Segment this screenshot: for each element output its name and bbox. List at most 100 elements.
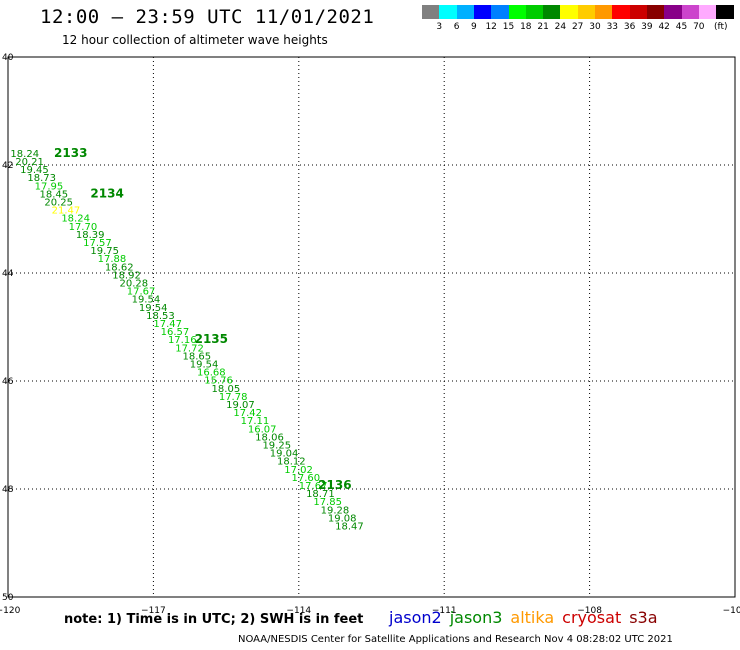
legend-swatch: [439, 5, 458, 19]
legend-label: 42: [658, 22, 670, 32]
swh-value: 19.04: [270, 449, 299, 460]
swh-value: 17.70: [69, 222, 98, 233]
lat-tick-label: 48: [2, 485, 14, 495]
legend-label: 39: [641, 22, 653, 32]
swh-value: 17.88: [98, 254, 127, 265]
lat-tick-label: 50: [2, 593, 14, 603]
legend-swatch: [612, 5, 631, 19]
pass-number: 2134: [90, 186, 123, 200]
swh-value: 18.92: [112, 270, 141, 281]
legend-swatch: [664, 5, 683, 19]
legend-swatch: [716, 5, 735, 19]
legend-swatch: [491, 5, 510, 19]
swh-value: 17.85: [313, 497, 342, 508]
satellite-name: jason2: [389, 608, 442, 627]
legend-swatch: [525, 5, 544, 19]
swh-value: 19.28: [321, 505, 350, 516]
satellite-name: altika: [510, 608, 555, 627]
swh-value: 17.42: [233, 408, 262, 419]
swh-value: 18.71: [306, 489, 335, 500]
legend-label: 70: [693, 22, 705, 32]
swh-value: 18.06: [255, 432, 284, 443]
legend-label: 45: [675, 22, 688, 32]
legend-unit: (ft): [714, 22, 728, 32]
legend-label: 12: [485, 22, 497, 32]
lat-tick-label: 46: [2, 377, 14, 387]
swh-value: 19.07: [226, 400, 255, 411]
footer-note: note: 1) Time is in UTC; 2) SWH is in fe…: [64, 612, 364, 627]
map-frame: [7, 56, 736, 598]
swh-value: 18.65: [182, 351, 211, 362]
swh-value: 16.57: [161, 327, 190, 338]
legend-swatch: [629, 5, 648, 19]
swh-value: 17.47: [153, 319, 182, 330]
swh-value: 16.07: [248, 424, 277, 435]
legend-swatch: [681, 5, 700, 19]
legend-swatch: [577, 5, 596, 19]
legend-swatch: [473, 5, 492, 19]
swh-value: 18.39: [76, 230, 105, 241]
legend-label: 30: [589, 22, 601, 32]
swh-value: 19.25: [262, 441, 291, 452]
legend-label: 36: [623, 22, 636, 32]
swh-value: 20.28: [119, 279, 148, 290]
swh-value: 17.57: [83, 238, 112, 249]
pass-number: 2136: [318, 478, 351, 492]
swh-value: 18.62: [105, 262, 134, 273]
lat-tick-label: 44: [2, 269, 14, 279]
legend-swatch: [456, 5, 475, 19]
map-subtitle: 12 hour collection of altimeter wave hei…: [62, 33, 328, 47]
swh-value: 15.76: [204, 376, 233, 387]
swh-value: 18.47: [335, 522, 364, 533]
satellite-name: jason3: [449, 608, 503, 627]
pass-number: 2135: [195, 332, 228, 346]
swh-value: 19.54: [190, 360, 219, 371]
lon-tick-label: −108: [577, 606, 602, 616]
lon-tick-label: −105: [723, 606, 740, 616]
swh-value: 17.72: [175, 343, 204, 354]
footer-credit: NOAA/NESDIS Center for Satellite Applica…: [238, 634, 673, 645]
swh-value: 20.25: [44, 198, 73, 209]
swh-value: 19.08: [328, 513, 357, 524]
swh-value: 17.78: [219, 392, 248, 403]
satellite-name: s3a: [629, 608, 658, 627]
legend-swatch: [508, 5, 527, 19]
swh-value: 18.53: [146, 311, 175, 322]
legend-label: 21: [537, 22, 549, 32]
swh-value: 18.73: [27, 173, 56, 184]
swh-value: 19.45: [20, 165, 49, 176]
swh-value: 18.45: [40, 189, 69, 200]
legend-swatch: [543, 5, 562, 19]
swh-value: 18.12: [277, 457, 306, 468]
legend-label: 9: [471, 22, 477, 32]
swh-value: 17.67: [127, 287, 156, 298]
swh-value: 17.67: [299, 481, 328, 492]
swh-value: 18.24: [10, 149, 39, 160]
legend-label: 6: [453, 22, 460, 32]
legend-swatch: [422, 5, 440, 19]
satellite-name: cryosat: [562, 608, 622, 627]
satellite-key: jason2 jason3 altika cryosat s3a: [389, 608, 666, 627]
legend-label: 15: [502, 22, 515, 32]
legend-swatch: [560, 5, 579, 19]
legend-label: 27: [571, 22, 584, 32]
swh-value: 17.02: [284, 465, 313, 476]
swh-value: 17.95: [35, 181, 64, 192]
legend-label: 33: [606, 22, 619, 32]
legend-label: 24: [554, 22, 567, 32]
legend-swatch: [698, 5, 717, 19]
legend-swatch: [646, 5, 665, 19]
lat-tick-label: 40: [2, 53, 14, 63]
lon-tick-label: −117: [141, 606, 166, 616]
swh-value: 19.54: [132, 295, 161, 306]
swh-value: 20.21: [15, 157, 44, 168]
swh-value: 21.47: [52, 206, 81, 217]
pass-number: 2133: [54, 146, 87, 160]
swh-value: 17.11: [241, 416, 270, 427]
swh-value: 19.54: [139, 303, 168, 314]
swh-value: 18.24: [61, 214, 90, 225]
legend-label: 18: [520, 22, 532, 32]
swh-value: 18.05: [212, 384, 241, 395]
legend-swatch: [595, 5, 613, 19]
